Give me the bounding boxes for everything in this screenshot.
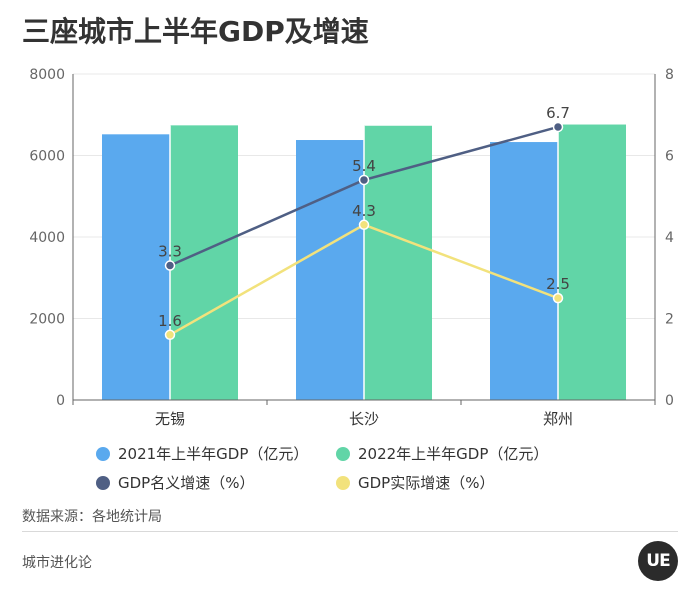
bar-2021 — [296, 140, 364, 400]
data-label: 3.3 — [158, 243, 182, 261]
footer-divider — [22, 531, 678, 532]
brand-logo: UE — [638, 541, 678, 581]
legend-item-nominal: GDP名义增速（%） — [96, 472, 336, 493]
legend-label-nominal: GDP名义增速（%） — [118, 474, 255, 492]
legend-label-real: GDP实际增速（%） — [358, 474, 495, 492]
real-growth-point — [358, 219, 370, 231]
right-tick-label: 4 — [665, 230, 674, 246]
real-growth-point — [164, 329, 176, 341]
legend-swatch-2021 — [96, 446, 110, 461]
bar-2021 — [490, 142, 558, 401]
right-tick-label: 6 — [665, 149, 674, 165]
right-tick-label: 8 — [665, 67, 674, 83]
data-source: 数据来源：各地统计局 — [22, 509, 162, 525]
data-label: 4.3 — [352, 202, 376, 220]
bar-2021 — [102, 134, 170, 400]
legend-swatch-nominal — [96, 475, 110, 490]
data-labels: 3.3 5.4 6.7 1.6 4.3 2.5 — [158, 104, 570, 330]
category-label: 郑州 — [543, 410, 573, 428]
nominal-growth-point — [552, 121, 564, 133]
legend-label-2021: 2021年上半年GDP（亿元） — [118, 445, 309, 463]
legend: 2021年上半年GDP（亿元） 2022年上半年GDP（亿元） GDP名义增速（… — [96, 443, 596, 493]
legend-swatch-real — [336, 475, 350, 490]
right-tick-label: 2 — [665, 312, 674, 328]
legend-label-2022: 2022年上半年GDP（亿元） — [358, 445, 549, 463]
legend-item-2021: 2021年上半年GDP（亿元） — [96, 443, 336, 464]
data-label: 5.4 — [352, 157, 376, 175]
left-tick-label: 6000 — [29, 149, 65, 165]
left-tick-label: 0 — [56, 393, 65, 409]
nominal-growth-point — [164, 260, 176, 271]
nominal-growth-point — [358, 174, 370, 186]
left-tick-label: 8000 — [29, 67, 65, 83]
legend-item-2022: 2022年上半年GDP（亿元） — [336, 443, 596, 464]
bar-series — [102, 124, 626, 401]
right-tick-label: 0 — [665, 393, 674, 409]
bar-2022 — [558, 124, 626, 400]
data-label: 1.6 — [158, 312, 182, 330]
legend-item-real: GDP实际增速（%） — [336, 472, 596, 493]
brand-name: 城市进化论 — [22, 555, 92, 571]
category-label: 无锡 — [155, 410, 185, 428]
left-tick-label: 2000 — [29, 312, 65, 328]
data-label: 6.7 — [546, 104, 570, 122]
axes: 0 2000 4000 6000 8000 0 2 4 6 8 无锡 长沙 郑州 — [29, 67, 674, 428]
left-tick-label: 4000 — [29, 230, 65, 246]
data-label: 2.5 — [546, 275, 570, 293]
chart-title: 三座城市上半年GDP及增速 — [22, 15, 369, 48]
real-growth-point — [552, 292, 564, 304]
category-label: 长沙 — [349, 410, 379, 428]
line-series — [164, 121, 564, 341]
bar-2022 — [170, 125, 238, 400]
combo-chart: 0 2000 4000 6000 8000 0 2 4 6 8 无锡 长沙 郑州 3.3 5.4 6.7 1.… — [29, 67, 674, 428]
legend-swatch-2022 — [336, 446, 350, 461]
